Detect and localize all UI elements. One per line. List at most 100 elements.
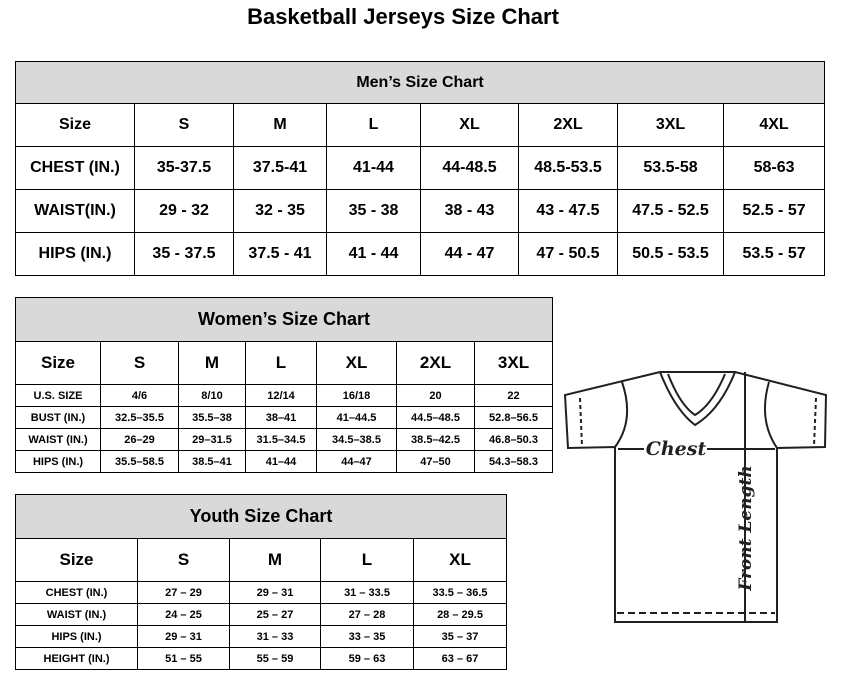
table-header-row: Men’s Size Chart: [14, 61, 826, 104]
table-cell: M: [233, 103, 327, 147]
youth-size-table: Youth Size Chart Size S M L XL CHEST (IN.) 27 –…: [14, 494, 508, 670]
row-label: CHEST (IN.): [15, 146, 135, 190]
size-header-row: Size S M L XL: [15, 538, 508, 582]
table-cell: 12/14: [245, 384, 317, 407]
table-cell: 41–44: [245, 450, 317, 473]
table-row: CHEST (IN.) 27 – 29 29 – 31 31 – 33.5 33.5 –…: [15, 581, 508, 604]
table-cell: 29 - 32: [134, 189, 234, 233]
table-cell: 46.8–50.3: [473, 428, 554, 451]
table-cell: 3XL: [473, 341, 554, 385]
table-row: HEIGHT (IN.) 51 – 55 55 – 59 59 – 63 63 – 67: [15, 647, 508, 670]
table-cell: 31 – 33.5: [320, 581, 414, 604]
size-header-row: Size S M L XL 2XL 3XL: [15, 341, 554, 385]
table-cell: 4/6: [100, 384, 179, 407]
table-cell: 29–31.5: [178, 428, 246, 451]
table-cell: 35 - 37.5: [134, 232, 234, 276]
table-cell: 16/18: [316, 384, 397, 407]
table-cell: 51 – 55: [137, 647, 230, 670]
table-cell: 38 - 43: [420, 189, 519, 233]
table-cell: 44-48.5: [420, 146, 519, 190]
table-row: HIPS (IN.) 35.5–58.5 38.5–41 41–44 44–47 47–5…: [15, 450, 554, 473]
table-cell: 58-63: [722, 146, 826, 190]
table-cell: 54.3–58.3: [473, 450, 554, 473]
row-label: Size: [15, 103, 135, 147]
table-cell: 41–44.5: [316, 406, 397, 429]
table-cell: 35.5–58.5: [100, 450, 179, 473]
armhole-left: [614, 381, 629, 448]
table-cell: 47–50: [396, 450, 475, 473]
table-cell: 38.5–41: [178, 450, 246, 473]
sleeve-hem-left: [579, 397, 583, 447]
table-cell: 53.5 - 57: [722, 232, 826, 276]
table-cell: XL: [420, 103, 519, 147]
table-row: WAIST (IN.) 26–29 29–31.5 31.5–34.5 34.5–38.…: [15, 428, 554, 451]
table-cell: 26–29: [100, 428, 179, 451]
table-cell: 32.5–35.5: [100, 406, 179, 429]
table-cell: 31.5–34.5: [245, 428, 317, 451]
table-cell: S: [134, 103, 234, 147]
armhole-right: [764, 381, 778, 449]
table-cell: 33.5 – 36.5: [412, 581, 508, 604]
table-cell: 2XL: [396, 341, 475, 385]
row-label: U.S. SIZE: [15, 384, 101, 407]
table-title: Women’s Size Chart: [14, 297, 554, 342]
table-cell: XL: [316, 341, 397, 385]
table-cell: 63 – 67: [412, 647, 508, 670]
row-label: HIPS (IN.): [15, 232, 135, 276]
table-cell: 47 - 50.5: [518, 232, 618, 276]
table-cell: M: [178, 341, 246, 385]
table-cell: 55 – 59: [229, 647, 321, 670]
womens-size-table: Women’s Size Chart Size S M L XL 2XL 3XL U.S. SI…: [14, 297, 554, 473]
table-row: HIPS (IN.) 29 – 31 31 – 33 33 – 35 35 – 37: [15, 625, 508, 648]
table-cell: 33 – 35: [320, 625, 414, 648]
row-label: HIPS (IN.): [15, 625, 138, 648]
table-cell: XL: [412, 538, 508, 582]
collar: [659, 371, 736, 427]
table-cell: 8/10: [178, 384, 246, 407]
table-cell: 38–41: [245, 406, 317, 429]
table-row: U.S. SIZE 4/6 8/10 12/14 16/18 20 22: [15, 384, 554, 407]
table-cell: 41-44: [326, 146, 421, 190]
row-label: BUST (IN.): [15, 406, 101, 429]
table-cell: 52.5 - 57: [722, 189, 826, 233]
table-cell: 28 – 29.5: [412, 603, 508, 626]
table-cell: 53.5-58: [617, 146, 724, 190]
front-length-label: Front Length: [736, 465, 756, 591]
row-label: CHEST (IN.): [15, 581, 138, 604]
table-cell: 29 – 31: [137, 625, 230, 648]
table-cell: L: [326, 103, 421, 147]
chest-label: Chest: [646, 438, 707, 460]
table-cell: 44.5–48.5: [396, 406, 475, 429]
table-cell: 25 – 27: [229, 603, 321, 626]
row-label: WAIST(IN.): [15, 189, 135, 233]
table-cell: 20: [396, 384, 475, 407]
table-cell: 48.5-53.5: [518, 146, 618, 190]
row-label: Size: [15, 341, 101, 385]
table-cell: 59 – 63: [320, 647, 414, 670]
table-row: WAIST (IN.) 24 – 25 25 – 27 27 – 28 28 – 29.…: [15, 603, 508, 626]
table-cell: 35 - 38: [326, 189, 421, 233]
table-cell: 35-37.5: [134, 146, 234, 190]
table-cell: M: [229, 538, 321, 582]
table-title: Youth Size Chart: [14, 494, 508, 539]
table-cell: S: [100, 341, 179, 385]
table-header-row: Youth Size Chart: [14, 494, 508, 539]
table-row: BUST (IN.) 32.5–35.5 35.5–38 38–41 41–44.5 44…: [15, 406, 554, 429]
table-cell: 47.5 - 52.5: [617, 189, 724, 233]
table-cell: 29 – 31: [229, 581, 321, 604]
table-cell: 22: [473, 384, 554, 407]
table-row: CHEST (IN.) 35-37.5 37.5-41 41-44 44-48.5 48.…: [15, 146, 826, 190]
table-cell: 50.5 - 53.5: [617, 232, 724, 276]
table-cell: 3XL: [617, 103, 724, 147]
table-cell: 37.5 - 41: [233, 232, 327, 276]
table-cell: 43 - 47.5: [518, 189, 618, 233]
table-title: Men’s Size Chart: [14, 61, 826, 104]
row-label: HIPS (IN.): [15, 450, 101, 473]
table-row: HIPS (IN.) 35 - 37.5 37.5 - 41 41 - 44 44 - …: [15, 232, 826, 276]
row-label: WAIST (IN.): [15, 603, 138, 626]
row-label: WAIST (IN.): [15, 428, 101, 451]
row-label: HEIGHT (IN.): [15, 647, 138, 670]
table-cell: L: [320, 538, 414, 582]
table-row: WAIST(IN.) 29 - 32 32 - 35 35 - 38 38 - 43 43…: [15, 189, 826, 233]
